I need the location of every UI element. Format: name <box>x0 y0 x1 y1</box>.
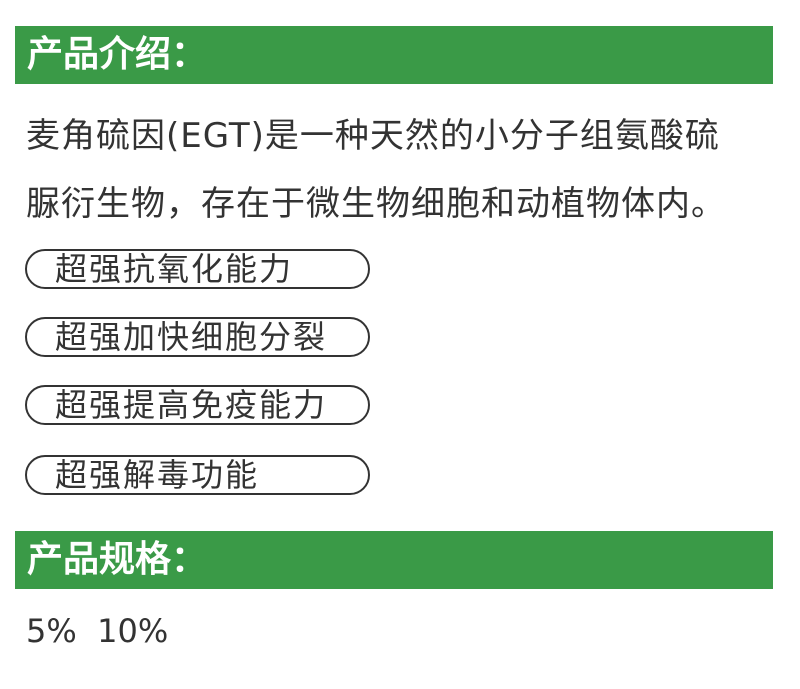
intro-heading: 产品介绍： <box>15 26 773 84</box>
feature-pill: 超强抗氧化能力 <box>25 249 370 289</box>
feature-pill: 超强解毒功能 <box>25 455 370 495</box>
intro-text-line-1: 麦角硫因(EGT)是一种天然的小分子组氨酸硫 <box>26 116 720 156</box>
intro-text-line-2: 脲衍生物，存在于微生物细胞和动植物体内。 <box>26 184 726 224</box>
spec-heading: 产品规格： <box>15 531 773 589</box>
feature-pill: 超强提高免疫能力 <box>25 385 370 425</box>
feature-pill: 超强加快细胞分裂 <box>25 317 370 357</box>
spec-values: 5% 10% <box>26 612 169 650</box>
